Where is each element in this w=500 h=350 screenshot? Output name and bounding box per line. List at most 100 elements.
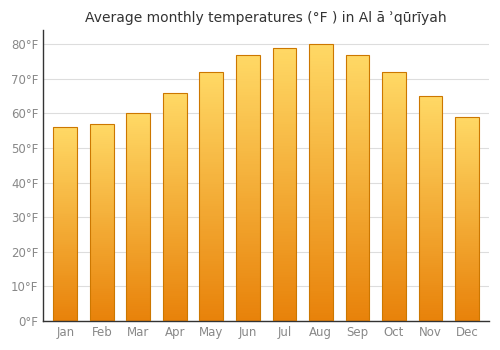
Bar (455, 245, 479, 247)
Bar (455, 182, 479, 184)
Bar (455, 288, 479, 290)
Bar (200, 174, 223, 176)
Bar (163, 268, 186, 271)
Bar (418, 294, 442, 296)
Bar (54, 269, 77, 271)
Bar (90, 305, 114, 307)
Bar (382, 239, 406, 241)
Bar (90, 128, 114, 130)
Bar (346, 185, 370, 188)
Bar (455, 305, 479, 307)
Bar (382, 132, 406, 134)
Bar (90, 199, 114, 201)
Bar (163, 259, 186, 262)
Bar (382, 206, 406, 209)
Bar (382, 289, 406, 291)
Bar (309, 119, 333, 122)
Bar (382, 94, 406, 97)
Bar (90, 278, 114, 280)
Bar (272, 165, 296, 168)
Bar (126, 132, 150, 134)
Bar (90, 171, 114, 173)
Bar (309, 141, 333, 144)
Bar (418, 144, 442, 146)
Bar (236, 55, 260, 321)
Bar (309, 135, 333, 138)
Bar (272, 209, 296, 212)
Bar (455, 219, 479, 221)
Bar (54, 186, 77, 187)
Bar (90, 230, 114, 232)
Bar (382, 256, 406, 259)
Bar (455, 307, 479, 309)
Bar (382, 97, 406, 99)
Bar (346, 260, 370, 262)
Bar (455, 119, 479, 121)
Bar (418, 166, 442, 168)
Bar (200, 219, 223, 222)
Bar (163, 109, 186, 111)
Bar (272, 310, 296, 313)
Bar (309, 47, 333, 50)
Bar (163, 106, 186, 109)
Bar (200, 72, 223, 75)
Bar (126, 193, 150, 194)
Bar (272, 220, 296, 223)
Bar (418, 247, 442, 249)
Bar (163, 285, 186, 287)
Bar (200, 234, 223, 236)
Bar (382, 314, 406, 316)
Bar (309, 194, 333, 196)
Bar (346, 313, 370, 316)
Bar (272, 97, 296, 100)
Bar (418, 119, 442, 121)
Bar (346, 284, 370, 286)
Bar (346, 150, 370, 153)
Bar (163, 214, 186, 216)
Bar (455, 260, 479, 262)
Bar (418, 101, 442, 103)
Bar (126, 271, 150, 273)
Bar (236, 63, 260, 65)
Bar (455, 131, 479, 133)
Bar (54, 135, 77, 137)
Bar (418, 125, 442, 128)
Bar (309, 111, 333, 113)
Bar (346, 201, 370, 204)
Bar (54, 238, 77, 240)
Bar (309, 108, 333, 111)
Bar (455, 252, 479, 254)
Bar (382, 259, 406, 261)
Bar (382, 182, 406, 184)
Bar (272, 78, 296, 80)
Bar (272, 198, 296, 201)
Bar (309, 318, 333, 321)
Bar (200, 299, 223, 301)
Bar (200, 239, 223, 241)
Bar (346, 206, 370, 209)
Bar (346, 89, 370, 92)
Bar (418, 274, 442, 276)
Bar (126, 273, 150, 275)
Bar (236, 182, 260, 185)
Bar (90, 189, 114, 191)
Bar (455, 286, 479, 288)
Bar (455, 158, 479, 160)
Bar (309, 315, 333, 318)
Bar (163, 184, 186, 186)
Bar (236, 188, 260, 190)
Bar (126, 257, 150, 259)
Bar (236, 190, 260, 193)
Bar (346, 127, 370, 129)
Bar (309, 97, 333, 100)
Bar (455, 197, 479, 198)
Bar (382, 117, 406, 119)
Bar (346, 65, 370, 68)
Bar (90, 262, 114, 264)
Bar (272, 266, 296, 269)
Bar (418, 238, 442, 240)
Bar (418, 226, 442, 229)
Bar (418, 141, 442, 144)
Bar (90, 132, 114, 134)
Bar (272, 108, 296, 111)
